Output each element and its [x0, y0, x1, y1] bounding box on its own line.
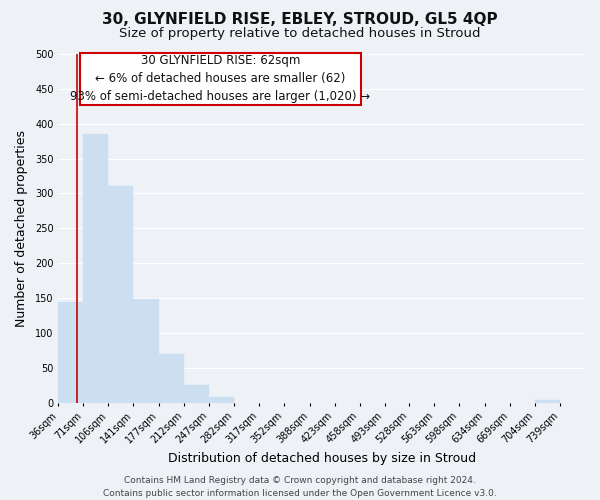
Bar: [58, 302, 83, 402]
Bar: [109, 186, 133, 402]
Bar: [184, 385, 209, 402]
Bar: [133, 300, 159, 403]
Bar: [83, 134, 109, 402]
Text: 30, GLYNFIELD RISE, EBLEY, STROUD, GL5 4QP: 30, GLYNFIELD RISE, EBLEY, STROUD, GL5 4…: [102, 12, 498, 28]
X-axis label: Distribution of detached houses by size in Stroud: Distribution of detached houses by size …: [167, 452, 476, 465]
Text: Contains HM Land Registry data © Crown copyright and database right 2024.
Contai: Contains HM Land Registry data © Crown c…: [103, 476, 497, 498]
Bar: [159, 354, 184, 403]
FancyBboxPatch shape: [80, 52, 361, 105]
Bar: [535, 400, 560, 402]
Y-axis label: Number of detached properties: Number of detached properties: [15, 130, 28, 327]
Text: Size of property relative to detached houses in Stroud: Size of property relative to detached ho…: [119, 28, 481, 40]
Text: 30 GLYNFIELD RISE: 62sqm
← 6% of detached houses are smaller (62)
93% of semi-de: 30 GLYNFIELD RISE: 62sqm ← 6% of detache…: [70, 54, 370, 103]
Bar: [209, 397, 234, 402]
